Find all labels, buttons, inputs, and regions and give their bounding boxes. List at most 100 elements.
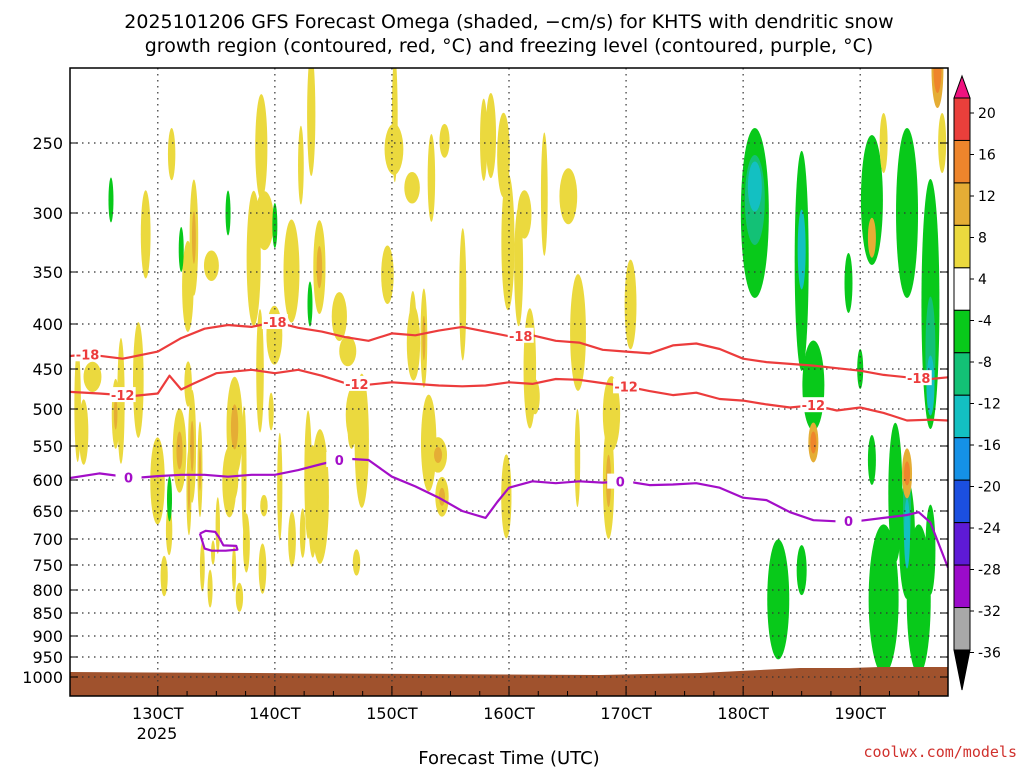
omega-streak-strong <box>187 472 191 512</box>
y-tick-label: 800 <box>32 581 63 600</box>
omega-streak-strong <box>191 211 196 264</box>
omega-streak <box>268 392 274 431</box>
omega-streak <box>384 123 404 175</box>
colorbar-label: -36 <box>978 646 1001 662</box>
omega-sink-streak <box>307 281 313 327</box>
omega-sink-streak <box>178 226 184 272</box>
contour-label-bg <box>261 314 288 330</box>
omega-rise-cell <box>904 461 911 486</box>
omega-streak <box>570 274 586 391</box>
omega-streak <box>480 98 488 181</box>
omega-streak <box>624 259 637 350</box>
omega-sink-cell <box>896 128 919 298</box>
omega-streak-strong <box>230 404 239 450</box>
omega-streak <box>78 399 89 465</box>
x-tick-label: 160CT <box>483 704 535 723</box>
contour-label: -18 <box>509 330 533 345</box>
contour-label-bg <box>507 327 534 343</box>
omega-sink-cell <box>860 134 883 265</box>
omega-streak <box>540 132 548 256</box>
y-tick-label: 450 <box>32 360 63 379</box>
omega-streak <box>339 335 357 367</box>
contour-label: -12 <box>345 378 369 393</box>
omega-rise-cell <box>879 113 888 173</box>
omega-streak <box>523 308 537 429</box>
omega-streak <box>231 546 237 592</box>
y-tick-label: 600 <box>32 471 63 490</box>
contour-label: -18 <box>263 316 287 331</box>
omega-streak <box>215 497 220 554</box>
omega-streak <box>381 245 394 304</box>
omega-streak <box>241 406 247 534</box>
omega-streak <box>182 240 194 332</box>
colorbar-label: -24 <box>978 521 1001 537</box>
omega-streak <box>352 549 361 576</box>
omega-sink-cell <box>868 524 899 675</box>
y-tick-label: 650 <box>32 502 63 521</box>
contour-label-bg <box>115 469 142 485</box>
omega-sink-cell <box>797 209 806 290</box>
contour-label-bg <box>905 370 932 386</box>
omega-streak <box>242 513 250 573</box>
omega-sink-cell <box>796 545 807 596</box>
contour-label: 0 <box>335 454 344 469</box>
colorbar-label: -4 <box>978 314 992 330</box>
y-tick-label: 750 <box>32 556 63 575</box>
colorbar-box <box>953 309 971 354</box>
contour-label: -12 <box>614 380 638 395</box>
colorbar: 20 16 12 8 4 -4 -8 -12 -16 -20 -24 -28 -32 -36 <box>953 74 1001 691</box>
omega-streak <box>514 207 524 327</box>
omega-sink-cell <box>867 434 876 485</box>
y-tick-label: 950 <box>32 648 63 667</box>
contour-label: -12 <box>111 389 135 404</box>
x-tick-label: 130CT <box>132 704 184 723</box>
omega-streak <box>358 400 369 493</box>
y-tick-label: 1000 <box>22 668 63 687</box>
contour-label-bg <box>613 378 640 394</box>
colorbar-label: -8 <box>978 355 992 371</box>
omega-streak <box>406 305 421 381</box>
omega-streak <box>255 94 268 200</box>
colorbar-label: -12 <box>978 397 1001 413</box>
omega-rise-cell <box>810 431 817 454</box>
omega-streak <box>283 219 300 323</box>
omega-sink-streak <box>108 177 114 223</box>
colorbar-box <box>953 352 971 396</box>
contour-label-bg <box>343 375 370 391</box>
omega-streak <box>246 190 261 326</box>
omega-streak <box>439 123 450 158</box>
omega-streak <box>222 446 237 518</box>
colorbar-box <box>953 437 971 481</box>
omega-streak <box>260 494 268 517</box>
colorbar-label: 8 <box>978 231 987 247</box>
omega-sink-cell <box>904 498 911 569</box>
contour-label-bg <box>326 451 353 467</box>
colorbar-label: 20 <box>978 106 996 122</box>
y-tick-label: 500 <box>32 400 63 419</box>
contour-label: -18 <box>907 372 931 387</box>
omega-streak-strong <box>176 431 183 470</box>
colorbar-label: 16 <box>978 148 996 164</box>
omega-sink-cell <box>802 340 825 431</box>
colorbar-label: -16 <box>978 438 1001 454</box>
omega-shading <box>74 68 947 675</box>
omega-sink-cell <box>747 161 762 212</box>
chart-title-line1: 2025101206 GFS Forecast Omega (shaded, −… <box>124 11 893 33</box>
chart-title-line2: growth region (contoured, red, °C) and f… <box>145 35 874 57</box>
omega-sink-cell <box>767 539 790 660</box>
omega-streak-strong <box>438 487 446 506</box>
y-tick-label: 700 <box>32 530 63 549</box>
contour-label: 0 <box>124 471 133 486</box>
credit-text: coolwx.com/models <box>863 743 1017 761</box>
colorbar-box <box>953 564 971 609</box>
colorbar-box <box>953 479 971 524</box>
omega-streak <box>307 445 318 558</box>
omega-streak <box>83 361 102 392</box>
x-tick-label: 190CT <box>834 704 886 723</box>
omega-streak <box>459 228 467 361</box>
omega-sink-cell <box>844 252 853 313</box>
omega-rise-cell <box>867 217 876 258</box>
omega-streak <box>277 432 283 541</box>
omega-streak <box>184 361 192 407</box>
